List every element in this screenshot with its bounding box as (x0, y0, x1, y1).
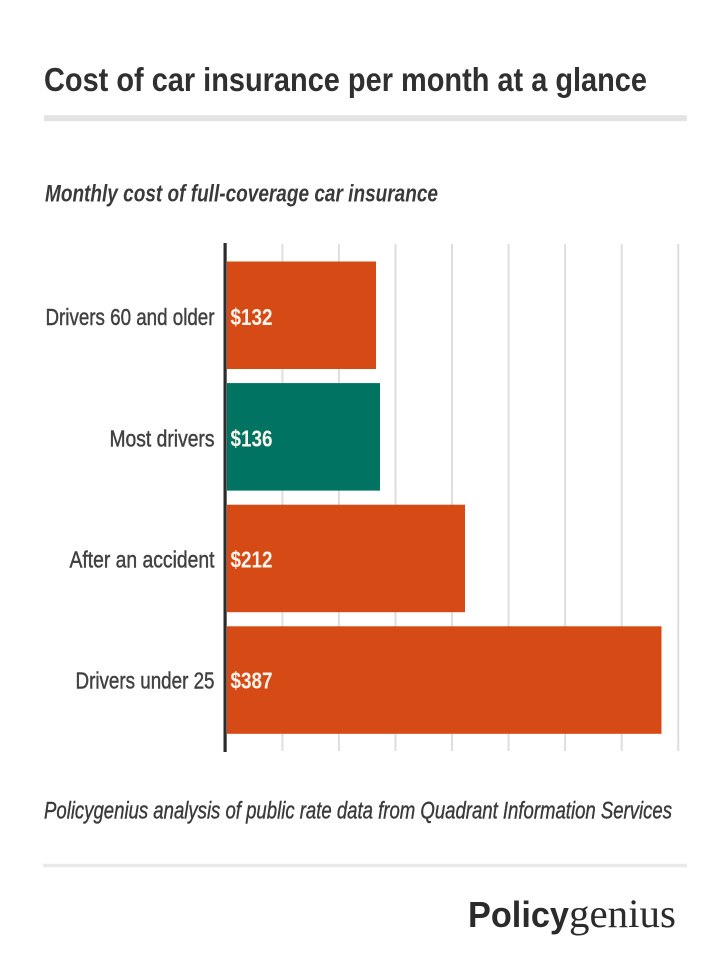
svg-text:Cost of car insurance per mont: Cost of car insurance per month at a gla… (44, 61, 647, 98)
svg-text:Policy: Policy (468, 894, 570, 935)
svg-text:Drivers 60 and older: Drivers 60 and older (46, 304, 215, 330)
svg-text:$136: $136 (231, 426, 273, 452)
svg-text:$212: $212 (231, 547, 273, 573)
svg-text:Drivers under 25: Drivers under 25 (76, 668, 215, 694)
svg-text:After an accident: After an accident (70, 547, 215, 573)
svg-text:Policygenius analysis of publi: Policygenius analysis of public rate dat… (44, 798, 672, 825)
svg-text:$132: $132 (231, 304, 273, 330)
svg-text:Most drivers: Most drivers (110, 426, 215, 452)
svg-text:$387: $387 (231, 668, 273, 694)
svg-text:genius: genius (569, 891, 676, 936)
svg-text:Monthly cost of full-coverage: Monthly cost of full-coverage car insura… (45, 181, 438, 208)
